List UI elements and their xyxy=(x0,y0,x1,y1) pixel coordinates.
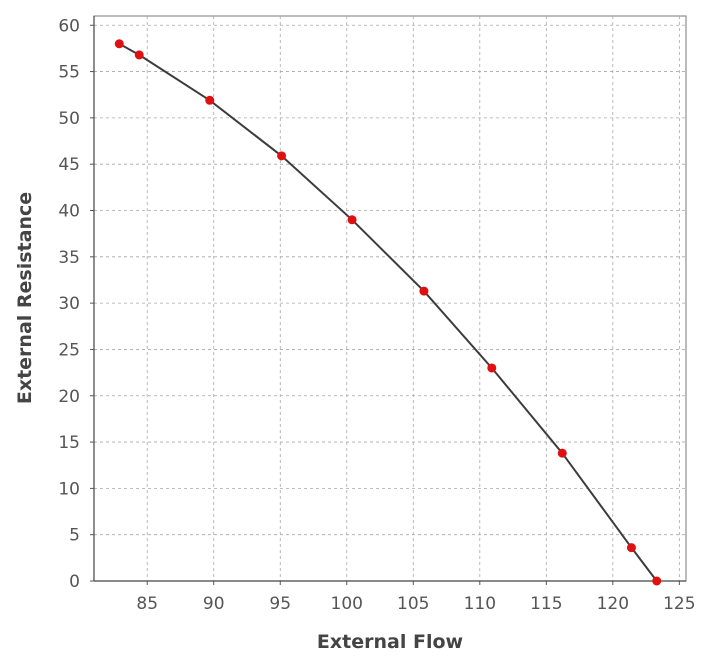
y-tick-label: 15 xyxy=(58,433,80,453)
data-point xyxy=(419,286,429,296)
data-point xyxy=(487,363,497,373)
y-tick-label: 20 xyxy=(58,387,80,407)
data-point xyxy=(347,215,357,225)
y-tick-label: 55 xyxy=(58,63,80,83)
x-tick-label: 125 xyxy=(663,594,695,614)
data-point xyxy=(205,95,215,105)
y-tick-label: 5 xyxy=(69,526,80,546)
y-tick-label: 45 xyxy=(58,155,80,175)
y-tick-label: 35 xyxy=(58,248,80,268)
data-point xyxy=(557,448,567,458)
y-tick-label: 40 xyxy=(58,202,80,222)
y-tick-label: 10 xyxy=(58,479,80,499)
data-point xyxy=(114,39,124,49)
y-tick-label: 50 xyxy=(58,109,80,129)
data-point xyxy=(652,576,662,586)
series-line xyxy=(118,42,658,582)
axes xyxy=(93,16,686,582)
y-ticks: 0 5 10 15 20 25 30 35 40 45 50 55 60 xyxy=(58,16,94,592)
x-tick-label: 90 xyxy=(203,594,225,614)
y-tick-label: 25 xyxy=(58,340,80,360)
y-axis-title: External Resistance xyxy=(14,192,36,404)
x-axis-title: External Flow xyxy=(317,631,463,653)
y-tick-label: 30 xyxy=(58,294,80,314)
y-tick-label: 0 xyxy=(69,572,80,592)
x-tick-label: 85 xyxy=(136,594,158,614)
x-ticks: 85 90 95 100 105 110 115 120 125 xyxy=(136,581,696,614)
data-point xyxy=(277,151,287,161)
data-point xyxy=(134,50,144,60)
x-tick-label: 95 xyxy=(269,594,291,614)
series-group xyxy=(114,39,662,586)
x-tick-label: 110 xyxy=(464,594,496,614)
x-tick-label: 105 xyxy=(397,594,429,614)
x-tick-label: 115 xyxy=(530,594,562,614)
x-tick-label: 120 xyxy=(597,594,629,614)
y-tick-label: 60 xyxy=(58,16,80,36)
x-tick-label: 100 xyxy=(331,594,363,614)
plot-area xyxy=(93,15,687,582)
data-point xyxy=(626,543,636,553)
